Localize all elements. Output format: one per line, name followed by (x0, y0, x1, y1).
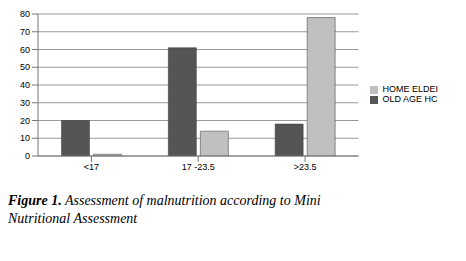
svg-text:10: 10 (20, 133, 30, 143)
svg-text:<17: <17 (84, 162, 99, 172)
svg-text:30: 30 (20, 98, 30, 108)
svg-text:>23.5: >23.5 (294, 162, 317, 172)
svg-text:20: 20 (20, 116, 30, 126)
svg-text:17 -23.5: 17 -23.5 (182, 162, 215, 172)
svg-text:0: 0 (25, 151, 30, 161)
html-text:OLD AGE HC: OLD AGE HC (382, 94, 438, 104)
svg-text:50: 50 (20, 62, 30, 72)
svg-text:40: 40 (20, 80, 30, 90)
html-text:Figure 1. Assessment of malnut: Figure 1. Assessment of malnutrition acc… (8, 193, 321, 226)
svg-text:80: 80 (20, 9, 30, 19)
svg-text:60: 60 (20, 45, 30, 55)
svg-text:70: 70 (20, 27, 30, 37)
html-text:HOME ELDEI: HOME ELDEI (382, 84, 438, 94)
